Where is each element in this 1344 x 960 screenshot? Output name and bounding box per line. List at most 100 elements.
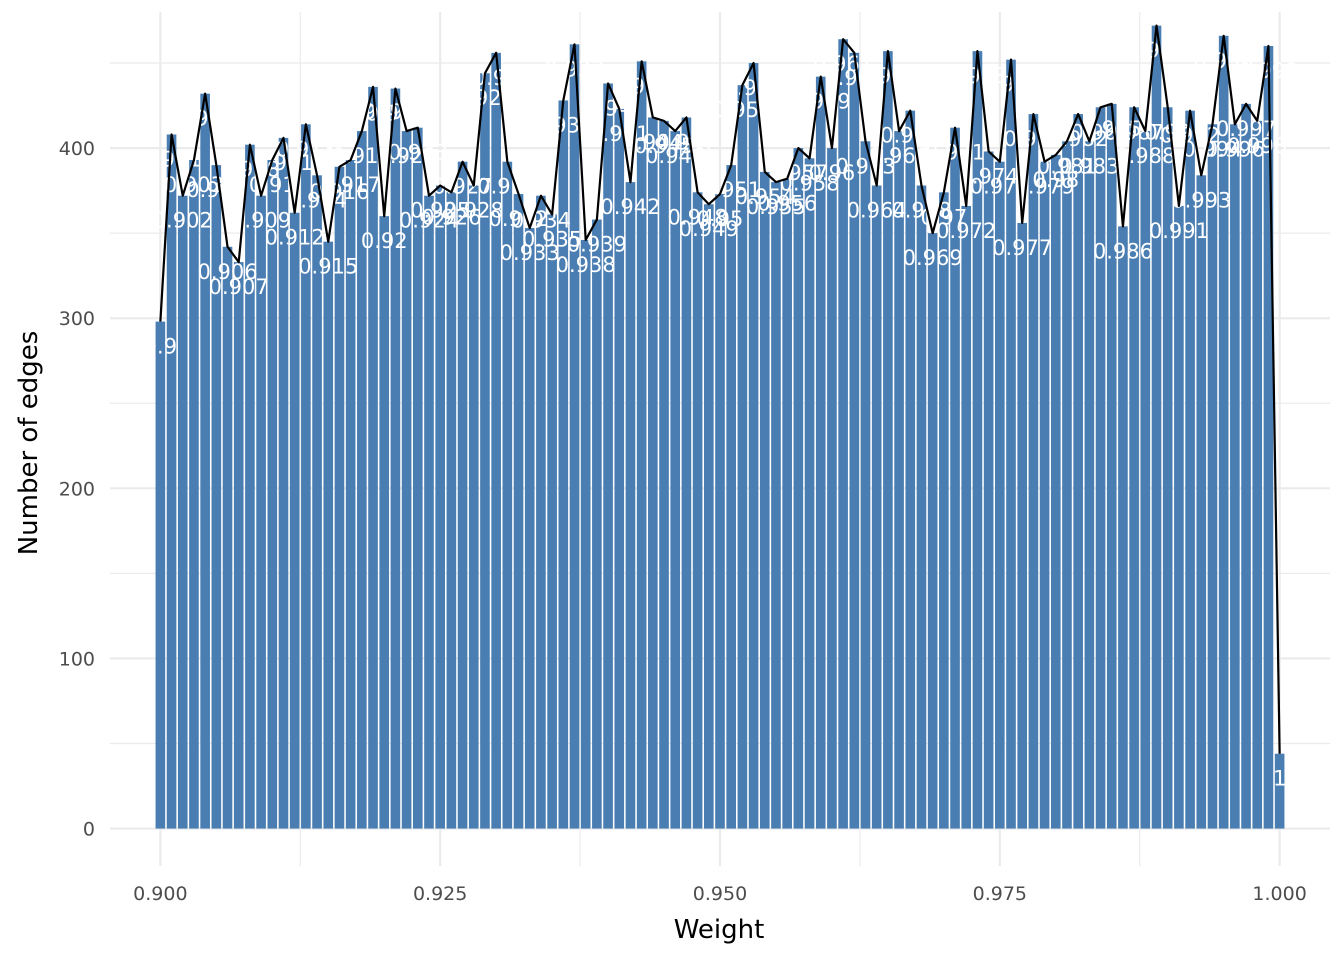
bar <box>189 160 199 829</box>
bar <box>345 160 356 829</box>
y-tick-label: 400 <box>59 138 95 160</box>
bar-label: 0.941 <box>589 122 649 146</box>
bar <box>1039 161 1050 829</box>
bar <box>177 195 188 829</box>
bar <box>950 127 960 829</box>
bar-label: 0.935 <box>522 227 582 251</box>
bar <box>1151 25 1162 829</box>
bar <box>166 134 177 829</box>
bar-label: 0.95 <box>697 207 744 231</box>
bar-label: 0.983 <box>1059 154 1119 178</box>
bar-label: 0.964 <box>847 199 907 223</box>
y-axis-title: Number of edges <box>14 331 44 556</box>
bar <box>1118 226 1128 829</box>
bar <box>771 182 781 829</box>
bar-label: 0.939 <box>567 233 627 257</box>
bar-label: 0.917 <box>321 173 381 197</box>
bar-label: 0.925 <box>410 199 470 223</box>
bar-label: 0.984 <box>1070 120 1130 144</box>
x-tick-label: 1.000 <box>1252 883 1306 905</box>
bar-label: 0.934 <box>511 209 571 233</box>
bar-label: 0.948 <box>668 205 728 229</box>
bar <box>1185 110 1195 829</box>
bar <box>995 161 1005 829</box>
bar-label: 0.928 <box>444 199 504 223</box>
bar-label: 0.99 <box>1144 120 1191 144</box>
trend-line <box>159 24 1281 754</box>
bar <box>782 178 792 829</box>
bar <box>569 44 580 829</box>
bar-label: 0.903 <box>164 173 224 197</box>
bar <box>1274 753 1285 829</box>
x-tick-label: 0.925 <box>413 883 467 905</box>
bar-label: 0.922 <box>377 144 437 168</box>
bar <box>1140 131 1151 829</box>
bar <box>894 131 904 829</box>
bar-label: 0.906 <box>197 260 257 284</box>
bar <box>278 137 289 829</box>
bar <box>312 175 322 829</box>
bar-label: 0.978 <box>1003 127 1063 151</box>
bar <box>1028 114 1039 829</box>
bar <box>726 165 737 829</box>
bar-label: 0.942 <box>600 195 660 219</box>
bar <box>424 195 434 829</box>
bar-label: 0.951 <box>701 178 761 202</box>
bar <box>502 161 513 829</box>
y-tick-label: 200 <box>59 478 95 500</box>
bar <box>905 110 916 829</box>
bar-label: 0.988 <box>1115 144 1175 168</box>
bar <box>211 165 222 829</box>
x-tick-label: 0.950 <box>693 883 747 905</box>
bar-label: 0.952 <box>712 98 772 122</box>
bar-label: 0.945 <box>634 134 694 158</box>
x-axis-tick-labels: 0.900 0.925 0.950 0.975 1.000 <box>133 883 1307 905</box>
bar <box>1095 107 1106 829</box>
bar-label: 0.991 <box>1149 219 1209 243</box>
bar <box>883 51 893 829</box>
bar-label: 0.962 <box>824 66 884 90</box>
bar <box>1263 46 1274 829</box>
bar <box>580 239 591 829</box>
bar <box>1062 141 1072 829</box>
bar <box>625 182 636 829</box>
bar <box>983 151 994 829</box>
bar-label: 0.92 <box>361 229 408 253</box>
bar <box>648 117 658 829</box>
bar-label: 0.943 <box>612 74 672 98</box>
bar-label: 0.912 <box>265 226 325 250</box>
bar <box>1129 107 1139 829</box>
bar <box>390 88 401 829</box>
bar <box>1073 114 1083 829</box>
bar <box>334 166 345 829</box>
bar-label: 0.994 <box>1182 137 1242 161</box>
bar-label: 0.94 <box>585 96 632 120</box>
bar-label: 0.946 <box>645 144 705 168</box>
bar <box>793 148 804 829</box>
bar <box>1106 103 1117 829</box>
bar <box>692 192 703 829</box>
bar-label: 0.965 <box>858 64 918 88</box>
bar <box>860 141 871 829</box>
bar <box>603 83 613 829</box>
bar <box>1017 222 1028 829</box>
bar-label: 0.977 <box>992 236 1052 260</box>
bar-label: 0.997 <box>1216 117 1276 141</box>
bar-label: 0.954 <box>735 185 795 209</box>
bar-label: 0.963 <box>835 154 895 178</box>
bar-label: 0.967 <box>880 124 940 148</box>
bar <box>659 120 669 829</box>
bar <box>1174 205 1184 829</box>
bar <box>871 185 882 829</box>
bar <box>289 212 300 829</box>
bar-label: 0.986 <box>1093 239 1153 263</box>
bar <box>323 241 334 829</box>
bar <box>536 195 546 829</box>
bar <box>368 86 378 829</box>
bar-label: 0.9 <box>144 335 177 359</box>
bar <box>1196 175 1207 829</box>
bar-label: 0.976 <box>981 73 1041 97</box>
bar-label: 0.938 <box>556 253 616 277</box>
bar <box>547 214 557 829</box>
